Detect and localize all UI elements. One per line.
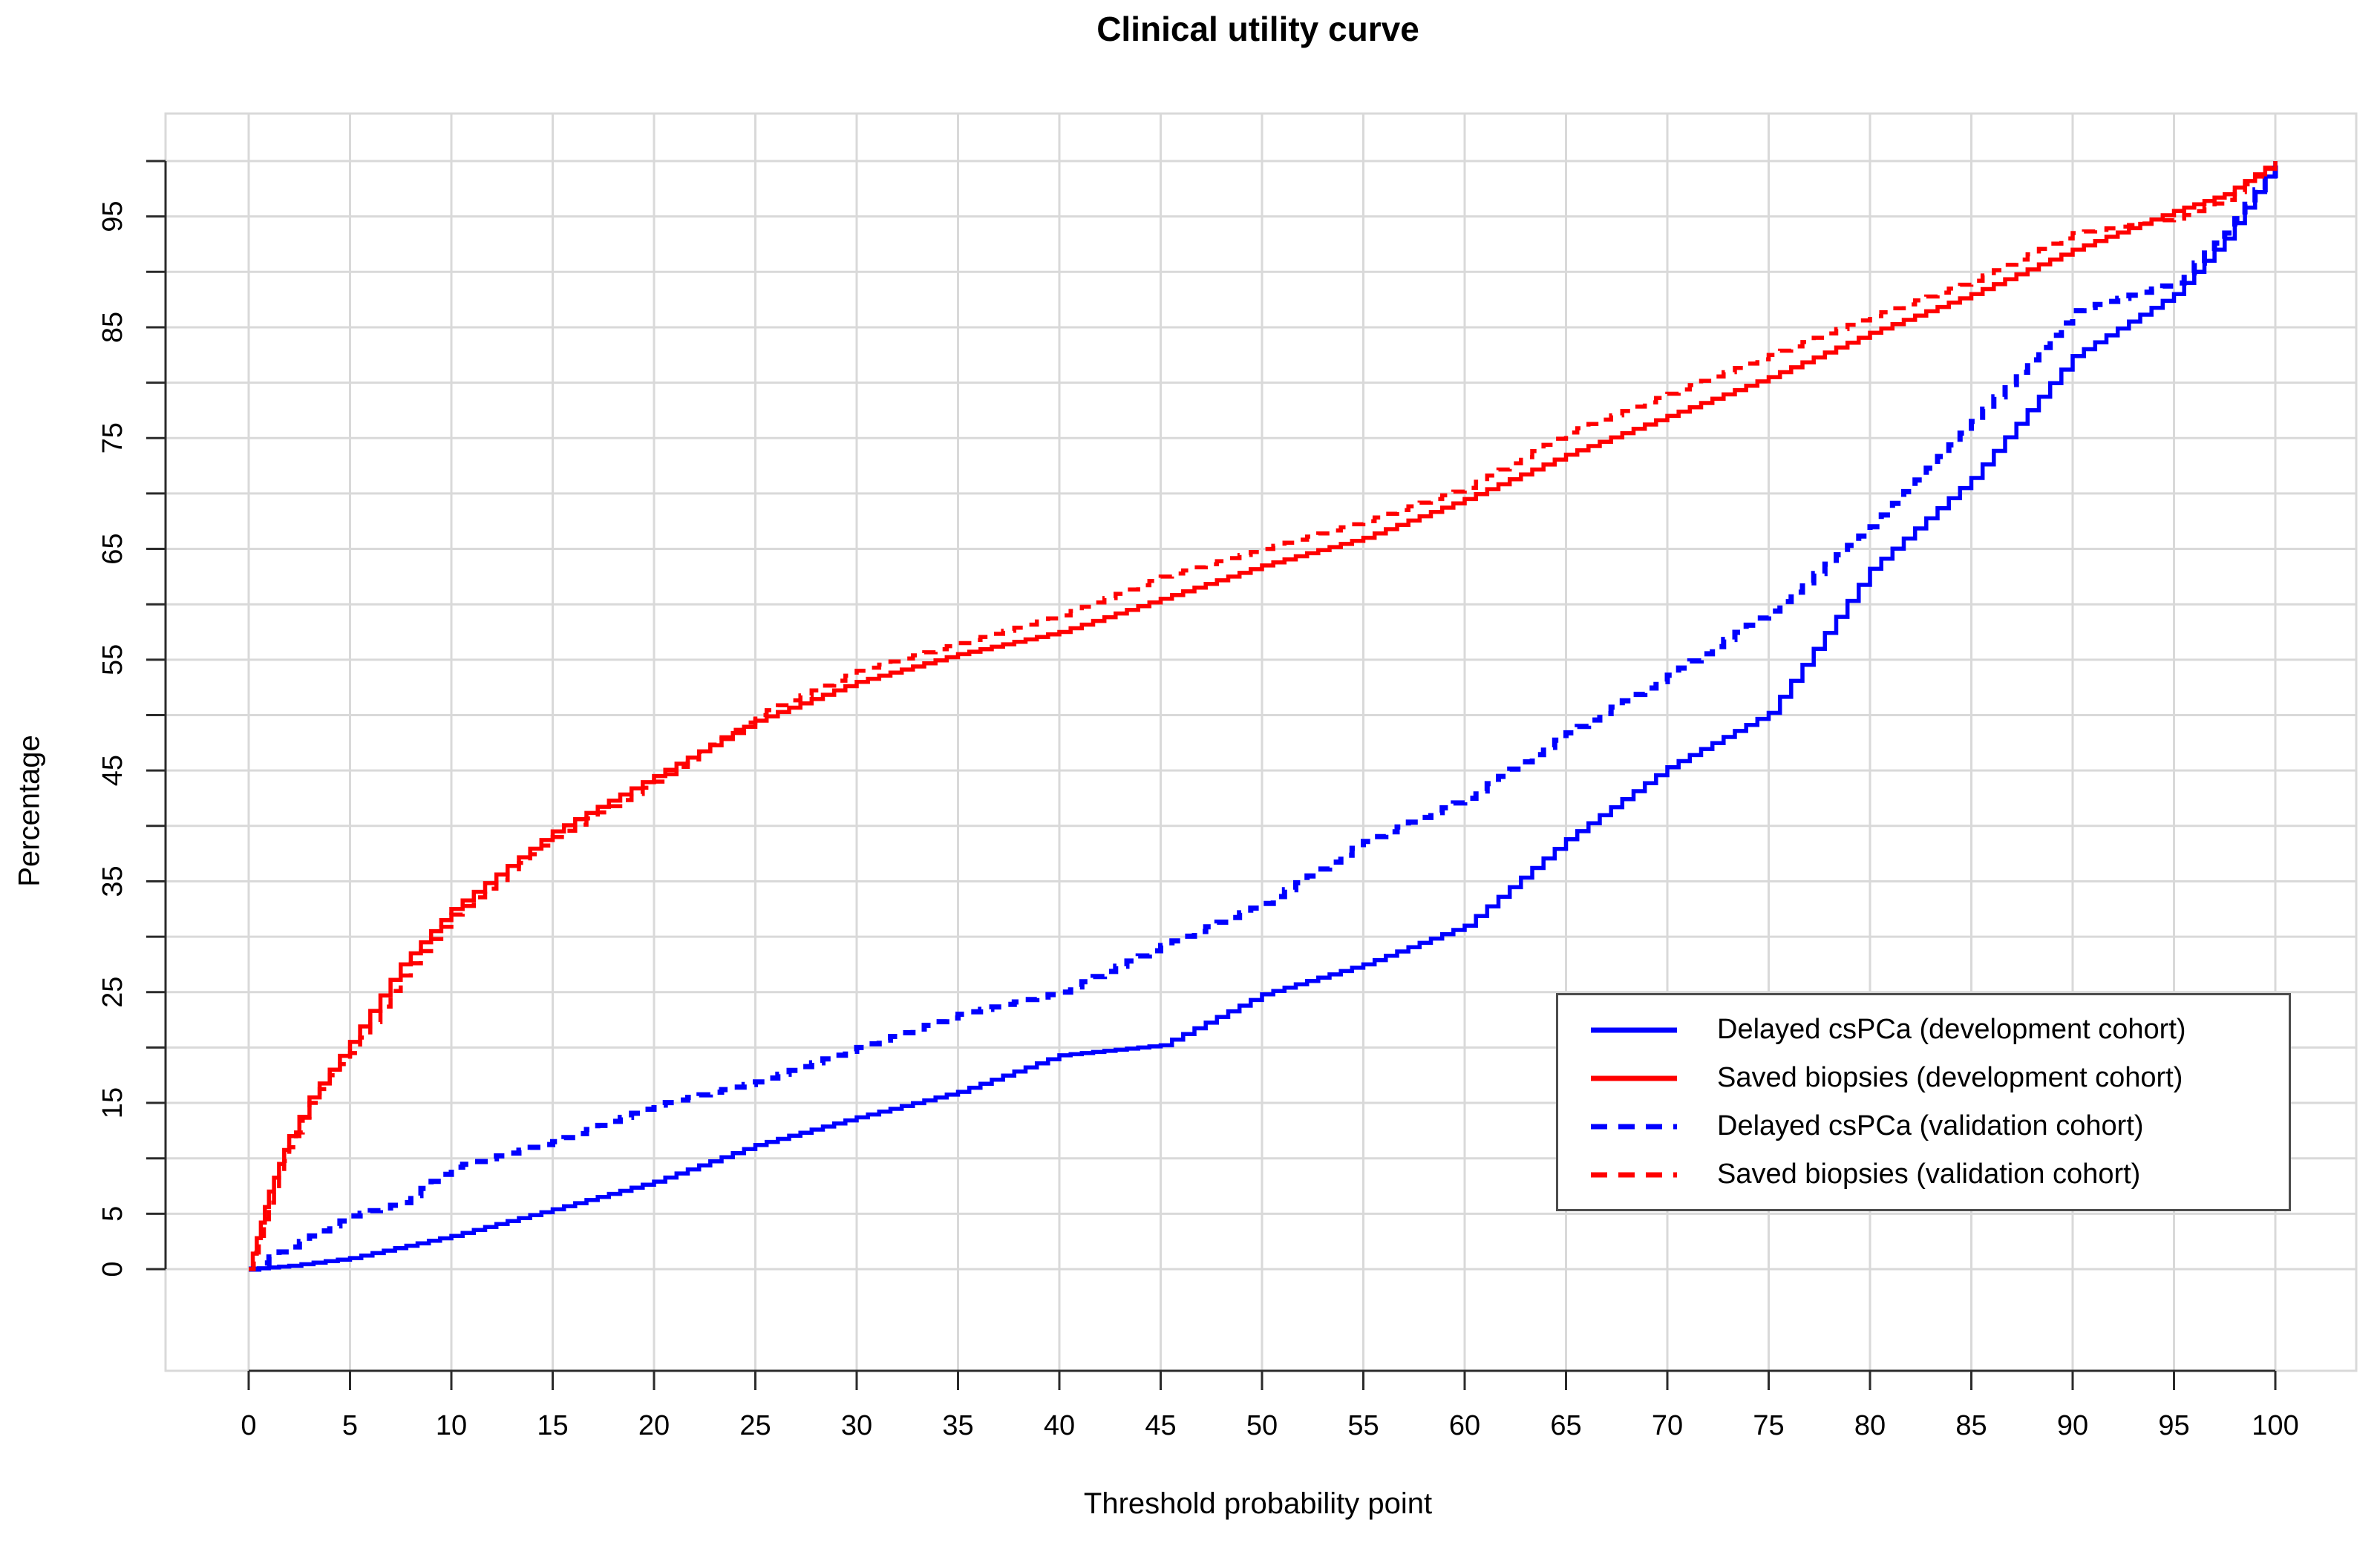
legend-item-label: Delayed csPCa (validation cohort) bbox=[1717, 1110, 2144, 1141]
x-tick-label: 20 bbox=[638, 1410, 670, 1441]
x-tick-label: 95 bbox=[2158, 1410, 2189, 1441]
curve-red-solid bbox=[249, 161, 2278, 1271]
legend-line-sample-blue-solid bbox=[1591, 1027, 1677, 1032]
x-tick-label: 75 bbox=[1753, 1410, 1784, 1441]
legend-line-sample-red-solid bbox=[1591, 1075, 1677, 1081]
x-tick-label: 30 bbox=[841, 1410, 872, 1441]
x-tick-label: 40 bbox=[1044, 1410, 1075, 1441]
legend-item-label: Saved biopsies (validation cohort) bbox=[1717, 1159, 2141, 1190]
curve-red-dashed bbox=[249, 161, 2278, 1271]
legend-item-label: Delayed csPCa (development cohort) bbox=[1717, 1014, 2186, 1045]
y-axis-title: Percentage bbox=[13, 735, 46, 887]
y-tick-label: 95 bbox=[97, 201, 128, 232]
legend: Delayed csPCa (development cohort) Saved… bbox=[1556, 993, 2291, 1211]
x-tick-label: 60 bbox=[1449, 1410, 1480, 1441]
x-tick-label: 5 bbox=[342, 1410, 358, 1441]
x-tick-label: 45 bbox=[1145, 1410, 1176, 1441]
x-tick-label: 80 bbox=[1854, 1410, 1886, 1441]
y-tick-label: 15 bbox=[97, 1087, 128, 1118]
x-tick-label: 0 bbox=[241, 1410, 256, 1441]
chart-title: Clinical utility curve bbox=[1096, 10, 1419, 48]
y-tick-label: 5 bbox=[97, 1206, 128, 1222]
curve-blue-solid bbox=[249, 161, 2278, 1271]
y-tick-label: 35 bbox=[97, 865, 128, 897]
legend-item-label: Saved biopsies (development cohort) bbox=[1717, 1062, 2183, 1093]
x-tick-label: 55 bbox=[1347, 1410, 1379, 1441]
x-axis-title: Threshold probability point bbox=[1083, 1487, 1433, 1520]
x-tick-label: 35 bbox=[942, 1410, 973, 1441]
x-tick-label: 25 bbox=[739, 1410, 771, 1441]
y-tick-label: 55 bbox=[97, 644, 128, 675]
legend-item: Delayed csPCa (development cohort) bbox=[1589, 1014, 2289, 1046]
x-tick-label: 85 bbox=[1955, 1410, 1987, 1441]
legend-item: Saved biopsies (validation cohort) bbox=[1589, 1159, 2289, 1190]
legend-line-sample-blue-dashed bbox=[1591, 1124, 1677, 1129]
x-tick-label: 100 bbox=[2252, 1410, 2298, 1441]
x-tick-label: 50 bbox=[1246, 1410, 1278, 1441]
legend-line-sample-red-dashed bbox=[1591, 1172, 1677, 1177]
legend-item: Saved biopsies (development cohort) bbox=[1589, 1062, 2289, 1094]
y-tick-label: 85 bbox=[97, 312, 128, 343]
y-tick-label: 65 bbox=[97, 533, 128, 564]
x-tick-label: 65 bbox=[1550, 1410, 1581, 1441]
legend-item: Delayed csPCa (validation cohort) bbox=[1589, 1110, 2289, 1142]
y-tick-label: 0 bbox=[97, 1261, 128, 1277]
x-tick-label: 90 bbox=[2057, 1410, 2088, 1441]
y-tick-label: 45 bbox=[97, 755, 128, 786]
y-tick-label: 25 bbox=[97, 977, 128, 1008]
x-tick-label: 70 bbox=[1652, 1410, 1683, 1441]
y-tick-label: 75 bbox=[97, 422, 128, 453]
curve-blue-dashed bbox=[249, 161, 2278, 1272]
x-tick-label: 15 bbox=[537, 1410, 568, 1441]
x-tick-label: 10 bbox=[436, 1410, 467, 1441]
